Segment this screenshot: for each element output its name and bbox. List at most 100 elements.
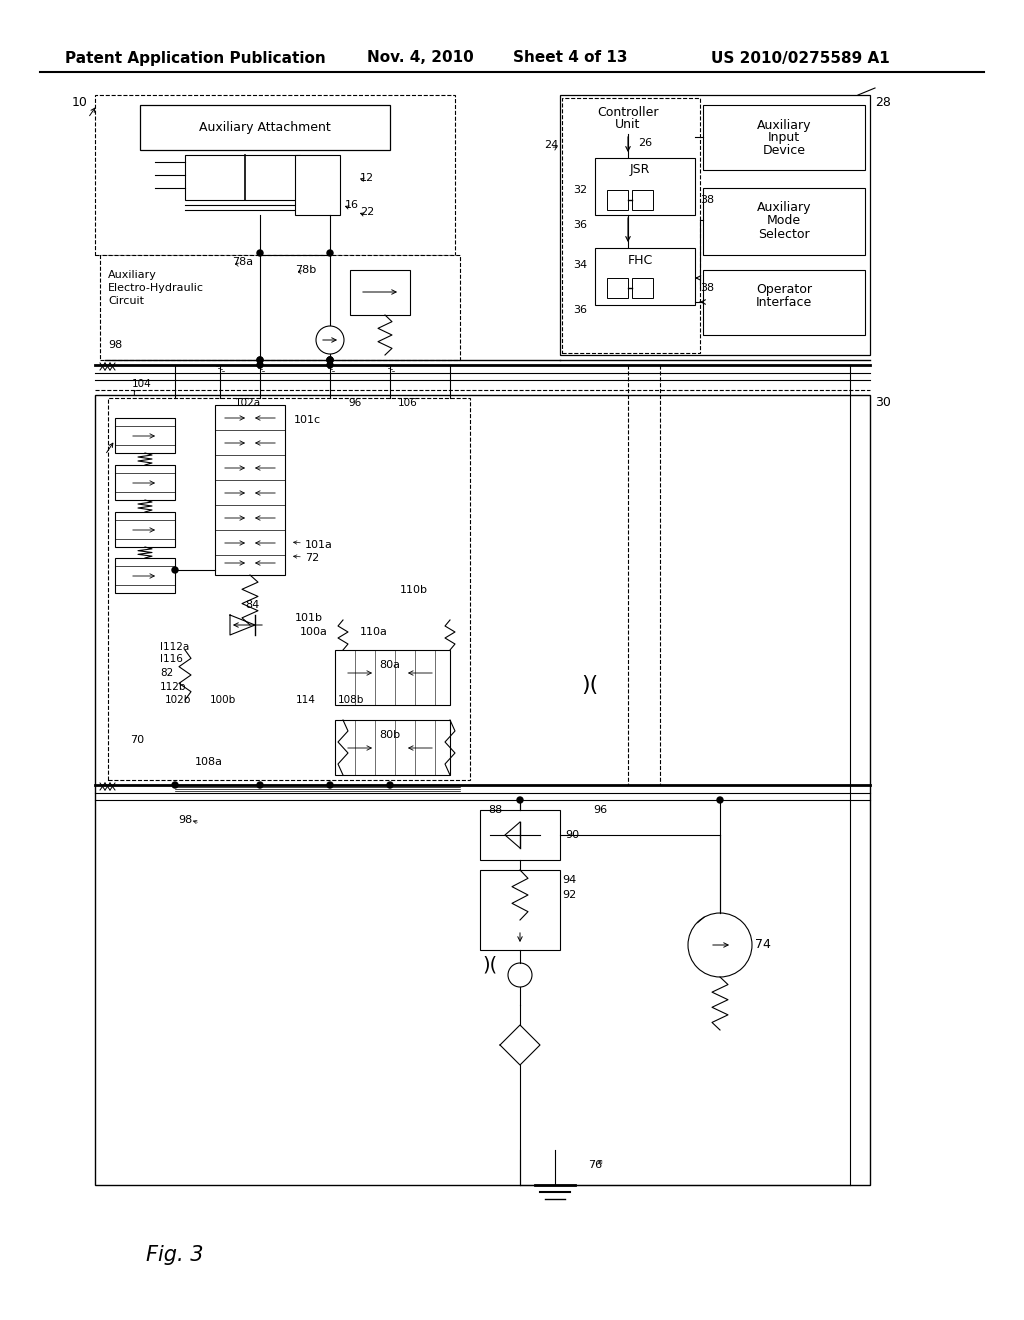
Circle shape [508,964,532,987]
Bar [100,255,460,360]
Text: 38: 38 [700,282,714,293]
Bar [703,271,865,335]
Text: Interface: Interface [756,297,812,309]
Text: 10: 10 [72,96,88,110]
Bar [595,248,695,305]
Circle shape [327,249,333,256]
Text: 92: 92 [562,890,577,900]
Circle shape [327,356,333,363]
Text: 80b: 80b [380,730,400,741]
Text: Nov. 4, 2010: Nov. 4, 2010 [367,50,473,66]
Text: 96: 96 [593,805,607,814]
Bar [185,154,300,201]
Text: 80a: 80a [380,660,400,671]
Text: 34: 34 [572,260,587,271]
Text: Patent Application Publication: Patent Application Publication [65,50,326,66]
Text: 110a: 110a [360,627,388,638]
Text: 32: 32 [572,185,587,195]
Text: 72: 72 [305,553,319,564]
Text: 102b: 102b [165,696,191,705]
Bar [607,190,628,210]
Bar [95,395,870,1185]
Bar [108,399,470,780]
Circle shape [387,781,393,788]
Text: r: r [132,388,136,399]
Bar [140,106,390,150]
Text: Auxiliary: Auxiliary [757,119,811,132]
Text: Input: Input [768,132,800,144]
Text: 98: 98 [108,341,122,350]
Text: Sheet 4 of 13: Sheet 4 of 13 [513,50,628,66]
Bar [703,187,865,255]
Bar [115,558,175,593]
Text: 70: 70 [130,735,144,744]
Text: l112a: l112a [160,642,189,652]
Text: 112b: 112b [160,682,186,692]
Text: 36: 36 [573,220,587,230]
Bar [562,98,700,352]
Circle shape [257,356,263,363]
Text: Unit: Unit [615,117,641,131]
Circle shape [257,362,263,368]
Text: 90: 90 [565,830,580,840]
Circle shape [517,797,523,803]
Circle shape [688,913,752,977]
Bar [632,190,653,210]
Bar [215,405,285,576]
Text: Electro-Hydraulic: Electro-Hydraulic [108,282,204,293]
Bar [95,95,455,255]
Text: 102a: 102a [234,399,261,408]
Circle shape [257,249,263,256]
Circle shape [257,781,263,788]
Text: 101b: 101b [295,612,323,623]
Text: )(: )( [582,675,599,696]
Text: Controller: Controller [597,106,658,119]
Circle shape [172,781,178,788]
Bar [115,465,175,500]
Bar [560,95,870,355]
Text: 114: 114 [296,696,315,705]
Bar [335,719,450,775]
Text: 101a: 101a [305,540,333,550]
Bar [115,418,175,453]
Text: 94: 94 [562,875,577,884]
Text: 76: 76 [588,1160,602,1170]
Bar [632,279,653,298]
Text: Circuit: Circuit [108,296,144,306]
Text: 108b: 108b [338,696,365,705]
Bar [350,271,410,315]
Circle shape [327,356,333,363]
Text: 108a: 108a [195,756,223,767]
Text: 110b: 110b [400,585,428,595]
Text: 78a: 78a [232,257,253,267]
Text: 106: 106 [398,399,418,408]
Text: US 2010/0275589 A1: US 2010/0275589 A1 [711,50,890,66]
Text: 82: 82 [160,668,173,678]
Circle shape [327,781,333,788]
Text: JSR: JSR [630,164,650,177]
Text: 74: 74 [755,939,771,952]
Circle shape [717,797,723,803]
Text: Auxiliary Attachment: Auxiliary Attachment [199,120,331,133]
Text: 98: 98 [178,814,193,825]
Text: 24: 24 [544,140,558,150]
Text: Mode: Mode [767,214,801,227]
Text: Auxiliary: Auxiliary [757,202,811,214]
Text: 22: 22 [360,207,374,216]
Text: Operator: Operator [756,284,812,297]
Bar [295,154,340,215]
Text: 12: 12 [360,173,374,183]
Bar [115,512,175,546]
Text: Device: Device [763,144,806,157]
Text: 100a: 100a [300,627,328,638]
Text: 101c: 101c [294,414,321,425]
Text: 96: 96 [348,399,361,408]
Text: 78b: 78b [295,265,316,275]
Text: 16: 16 [345,201,359,210]
Text: 30: 30 [874,396,891,409]
Text: 26: 26 [638,139,652,148]
Bar [703,106,865,170]
Bar [480,810,560,861]
Bar [335,649,450,705]
Text: 104: 104 [132,379,152,389]
